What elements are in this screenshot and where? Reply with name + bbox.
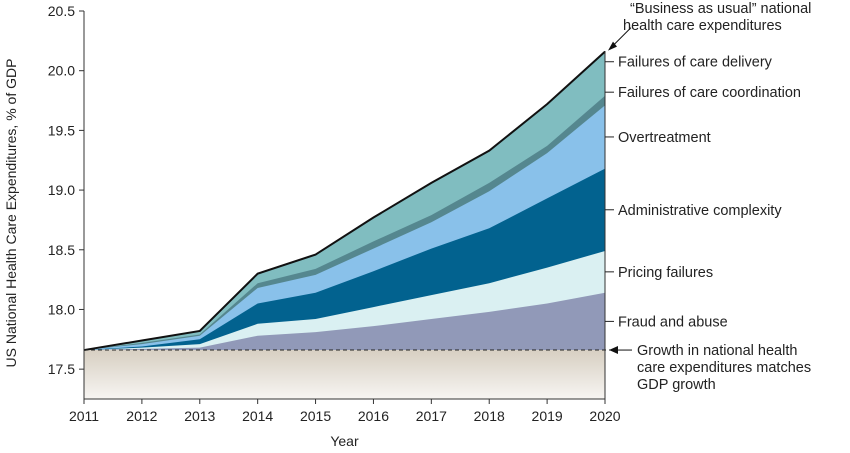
baseline-callout-arrowhead bbox=[609, 346, 618, 355]
x-tick-label: 2014 bbox=[242, 408, 273, 424]
callout-arrow bbox=[611, 27, 632, 47]
x-tick-label: 2012 bbox=[126, 408, 157, 424]
baseline-callout-text-line: Growth in national health bbox=[637, 343, 797, 359]
segment-label: Failures of care delivery bbox=[618, 55, 773, 71]
baseline-fill bbox=[84, 350, 605, 399]
segment-label: Pricing failures bbox=[618, 265, 713, 281]
area-fraud-and-abuse bbox=[84, 292, 605, 351]
callout-text-line: “Business as usual” national bbox=[630, 1, 811, 17]
baseline-callout-text-line: GDP growth bbox=[637, 377, 716, 393]
y-tick-label: 19.0 bbox=[48, 182, 75, 198]
stacked-areas bbox=[84, 51, 605, 351]
x-ticks: 2011 2012 2013 2014 2015 2016 2017 2018 2019 2020 bbox=[69, 399, 621, 424]
axes: 17.518.018.519.019.520.020.5 2011 2012 201… bbox=[48, 3, 621, 424]
y-tick-label: 20.0 bbox=[48, 63, 75, 79]
x-tick-label: 2020 bbox=[589, 408, 620, 424]
y-tick-label: 17.5 bbox=[48, 361, 75, 377]
y-ticks: 17.5 18.0 18.5 19.0 19.5 20.0 20.5 bbox=[48, 3, 84, 377]
callout-text-line: health care expenditures bbox=[623, 18, 782, 34]
callout-arrowhead bbox=[608, 41, 617, 51]
y-axis-title: US National Health Care Expenditures, % … bbox=[3, 59, 19, 368]
y-tick-label: 20.5 bbox=[48, 3, 75, 19]
x-tick-label: 2011 bbox=[69, 408, 99, 424]
x-tick-label: 2015 bbox=[300, 408, 331, 424]
y-tick-label: 18.5 bbox=[48, 242, 75, 258]
x-tick-label: 2018 bbox=[474, 408, 505, 424]
segment-label: Administrative complexity bbox=[618, 203, 782, 219]
business-as-usual-callout: “Business as usual” national health care… bbox=[608, 1, 811, 51]
segment-label: Overtreatment bbox=[618, 130, 711, 146]
segment-label: Failures of care coordination bbox=[618, 85, 801, 101]
x-axis-title: Year bbox=[330, 433, 359, 449]
baseline-callout-text-line: care expenditures matches bbox=[637, 360, 811, 376]
x-tick-label: 2017 bbox=[416, 408, 447, 424]
segment-label: Fraud and abuse bbox=[618, 314, 728, 330]
total-line bbox=[83, 50, 606, 352]
y-tick-label: 19.5 bbox=[48, 122, 75, 138]
x-tick-label: 2016 bbox=[358, 408, 389, 424]
plot-area bbox=[83, 50, 615, 399]
y-tick-label: 18.0 bbox=[48, 301, 75, 317]
segment-labels: Fraud and abuse Pricing failures Administr… bbox=[605, 55, 801, 330]
x-tick-label: 2019 bbox=[532, 408, 563, 424]
x-tick-label: 2013 bbox=[184, 408, 215, 424]
baseline-callout: Growth in national health care expenditu… bbox=[609, 343, 811, 393]
